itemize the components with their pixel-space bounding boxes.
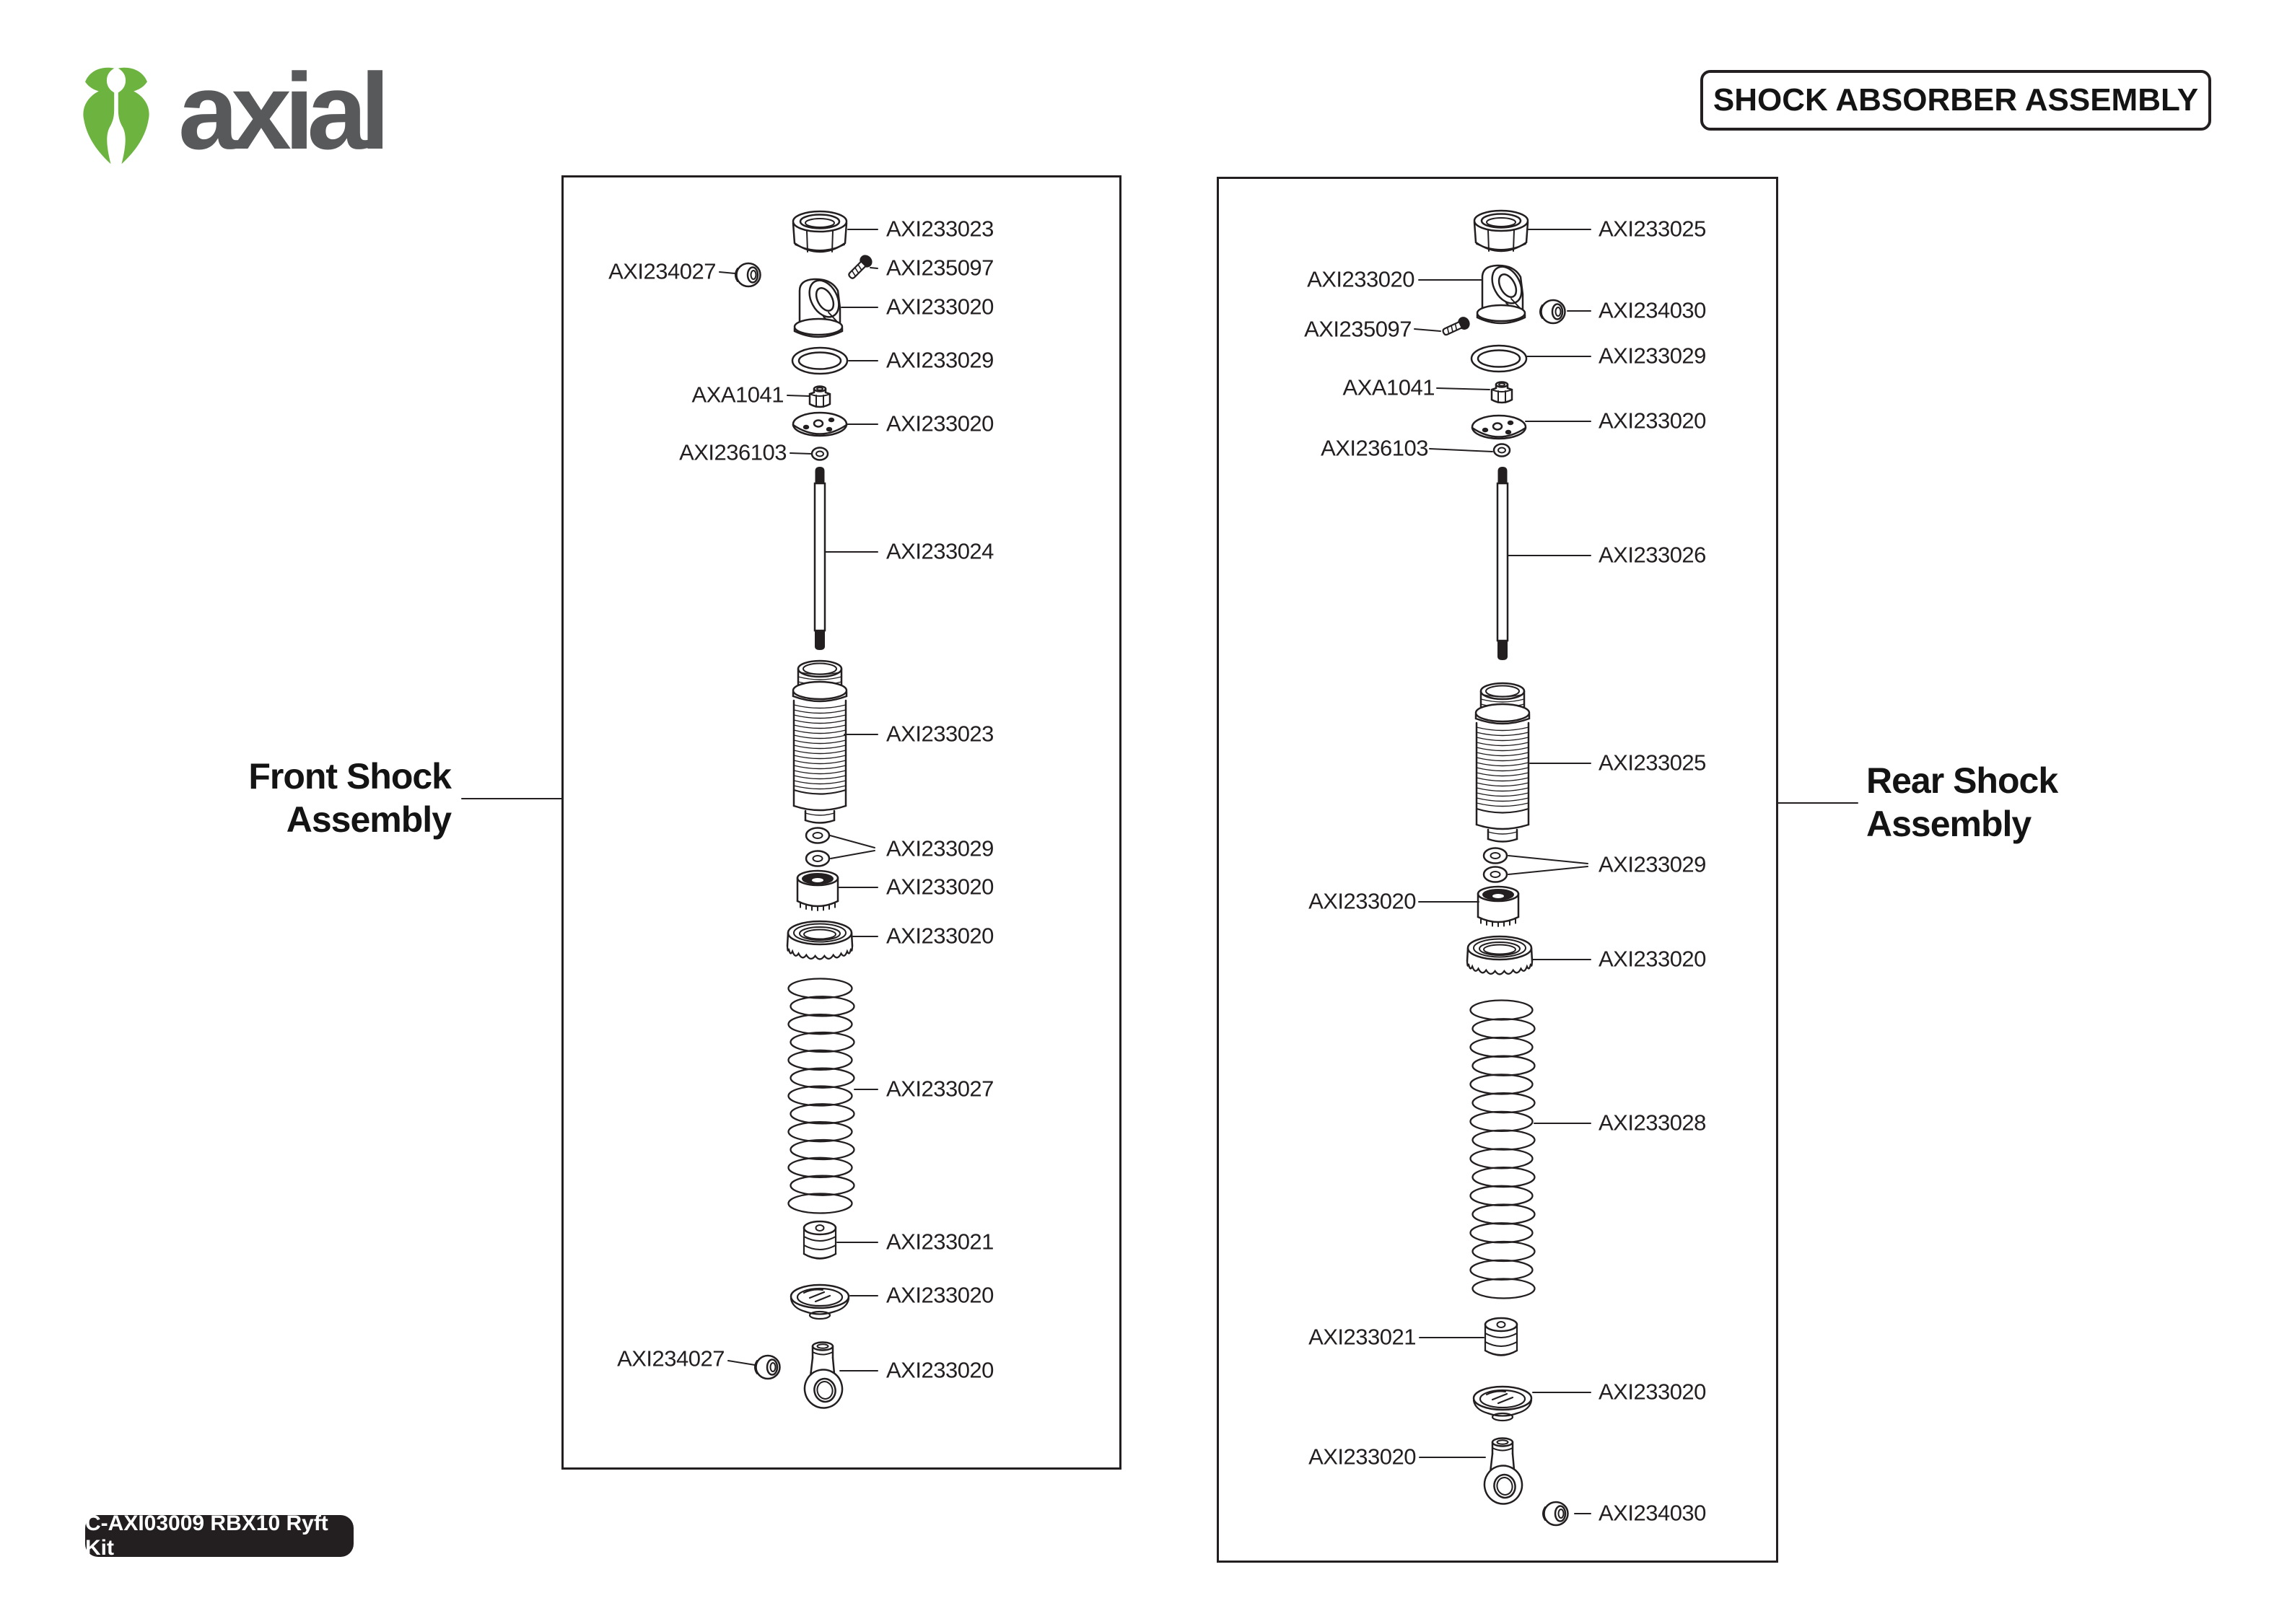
- part-label: AXI233020: [886, 294, 994, 320]
- part-label: AXI233020: [1308, 888, 1416, 914]
- part-label: AXI233029: [1599, 343, 1706, 369]
- front-assembly-title: Front Shock Assembly: [188, 755, 452, 841]
- rear-shock-diagram-box: [1217, 177, 1778, 1563]
- part-label: AXI233020: [886, 874, 994, 900]
- part-label: AXI233020: [1599, 946, 1706, 972]
- part-label: AXI233029: [1599, 851, 1706, 877]
- part-label: AXI233021: [886, 1229, 994, 1255]
- part-label: AXI235097: [886, 255, 994, 281]
- axial-logo: axial: [76, 57, 390, 171]
- rear-assembly-title-line2: Assembly: [1866, 804, 2032, 844]
- part-label: AXI233025: [1599, 216, 1706, 242]
- part-label: AXI233023: [886, 216, 994, 242]
- page-title: SHOCK ABSORBER ASSEMBLY: [1713, 82, 2199, 118]
- part-label: AXI233026: [1599, 542, 1706, 568]
- part-label: AXI233020: [1308, 1444, 1416, 1470]
- part-label: AXI234027: [608, 258, 716, 284]
- part-label: AXI233020: [1307, 266, 1414, 292]
- part-label: AXI233027: [886, 1076, 994, 1102]
- part-label: AXI236103: [679, 439, 787, 465]
- part-label: AXI233020: [1599, 408, 1706, 434]
- part-label: AXI233021: [1308, 1324, 1416, 1350]
- part-label: AXI234027: [617, 1346, 725, 1371]
- part-label: AXI233025: [1599, 750, 1706, 776]
- part-label: AXI234030: [1599, 1500, 1706, 1526]
- part-label: AXA1041: [1342, 374, 1435, 400]
- axial-logo-icon: [83, 67, 149, 164]
- part-label: AXI233028: [1599, 1110, 1706, 1136]
- part-label: AXA1041: [691, 382, 784, 408]
- part-label: AXI233023: [886, 721, 994, 747]
- axial-logo-wordmark: axial: [178, 51, 390, 172]
- part-label: AXI233020: [886, 923, 994, 949]
- part-label: AXI234030: [1599, 297, 1706, 323]
- page-title-box: SHOCK ABSORBER ASSEMBLY: [1700, 70, 2211, 131]
- kit-badge-label: C-AXI03009 RBX10 Ryft Kit: [85, 1511, 328, 1560]
- part-label: AXI233024: [886, 538, 994, 564]
- part-label: AXI233029: [886, 347, 994, 373]
- rear-assembly-title-line1: Rear Shock: [1866, 760, 2058, 801]
- part-label: AXI233020: [886, 1282, 994, 1308]
- part-label: AXI235097: [1304, 316, 1412, 342]
- part-label: AXI233020: [886, 411, 994, 436]
- front-shock-diagram-box: [561, 175, 1121, 1470]
- front-assembly-title-line2: Assembly: [286, 799, 452, 840]
- rear-assembly-title: Rear Shock Assembly: [1866, 759, 2177, 846]
- part-label: AXI233029: [886, 835, 994, 861]
- kit-badge: C-AXI03009 RBX10 Ryft Kit: [85, 1511, 354, 1560]
- front-assembly-title-line1: Front Shock: [248, 756, 452, 796]
- part-label: AXI236103: [1321, 435, 1428, 461]
- part-label: AXI233020: [886, 1357, 994, 1383]
- part-label: AXI233020: [1599, 1379, 1706, 1405]
